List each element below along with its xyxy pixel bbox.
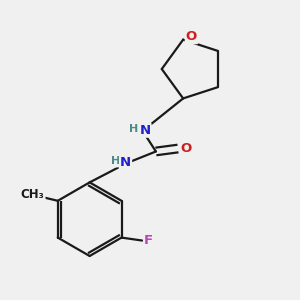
- Text: O: O: [181, 142, 192, 155]
- Text: F: F: [144, 234, 153, 247]
- Text: N: N: [140, 124, 151, 137]
- Text: H: H: [129, 124, 138, 134]
- Text: CH₃: CH₃: [21, 188, 45, 201]
- Text: N: N: [120, 156, 131, 169]
- Text: H: H: [111, 157, 120, 166]
- Text: O: O: [186, 30, 197, 43]
